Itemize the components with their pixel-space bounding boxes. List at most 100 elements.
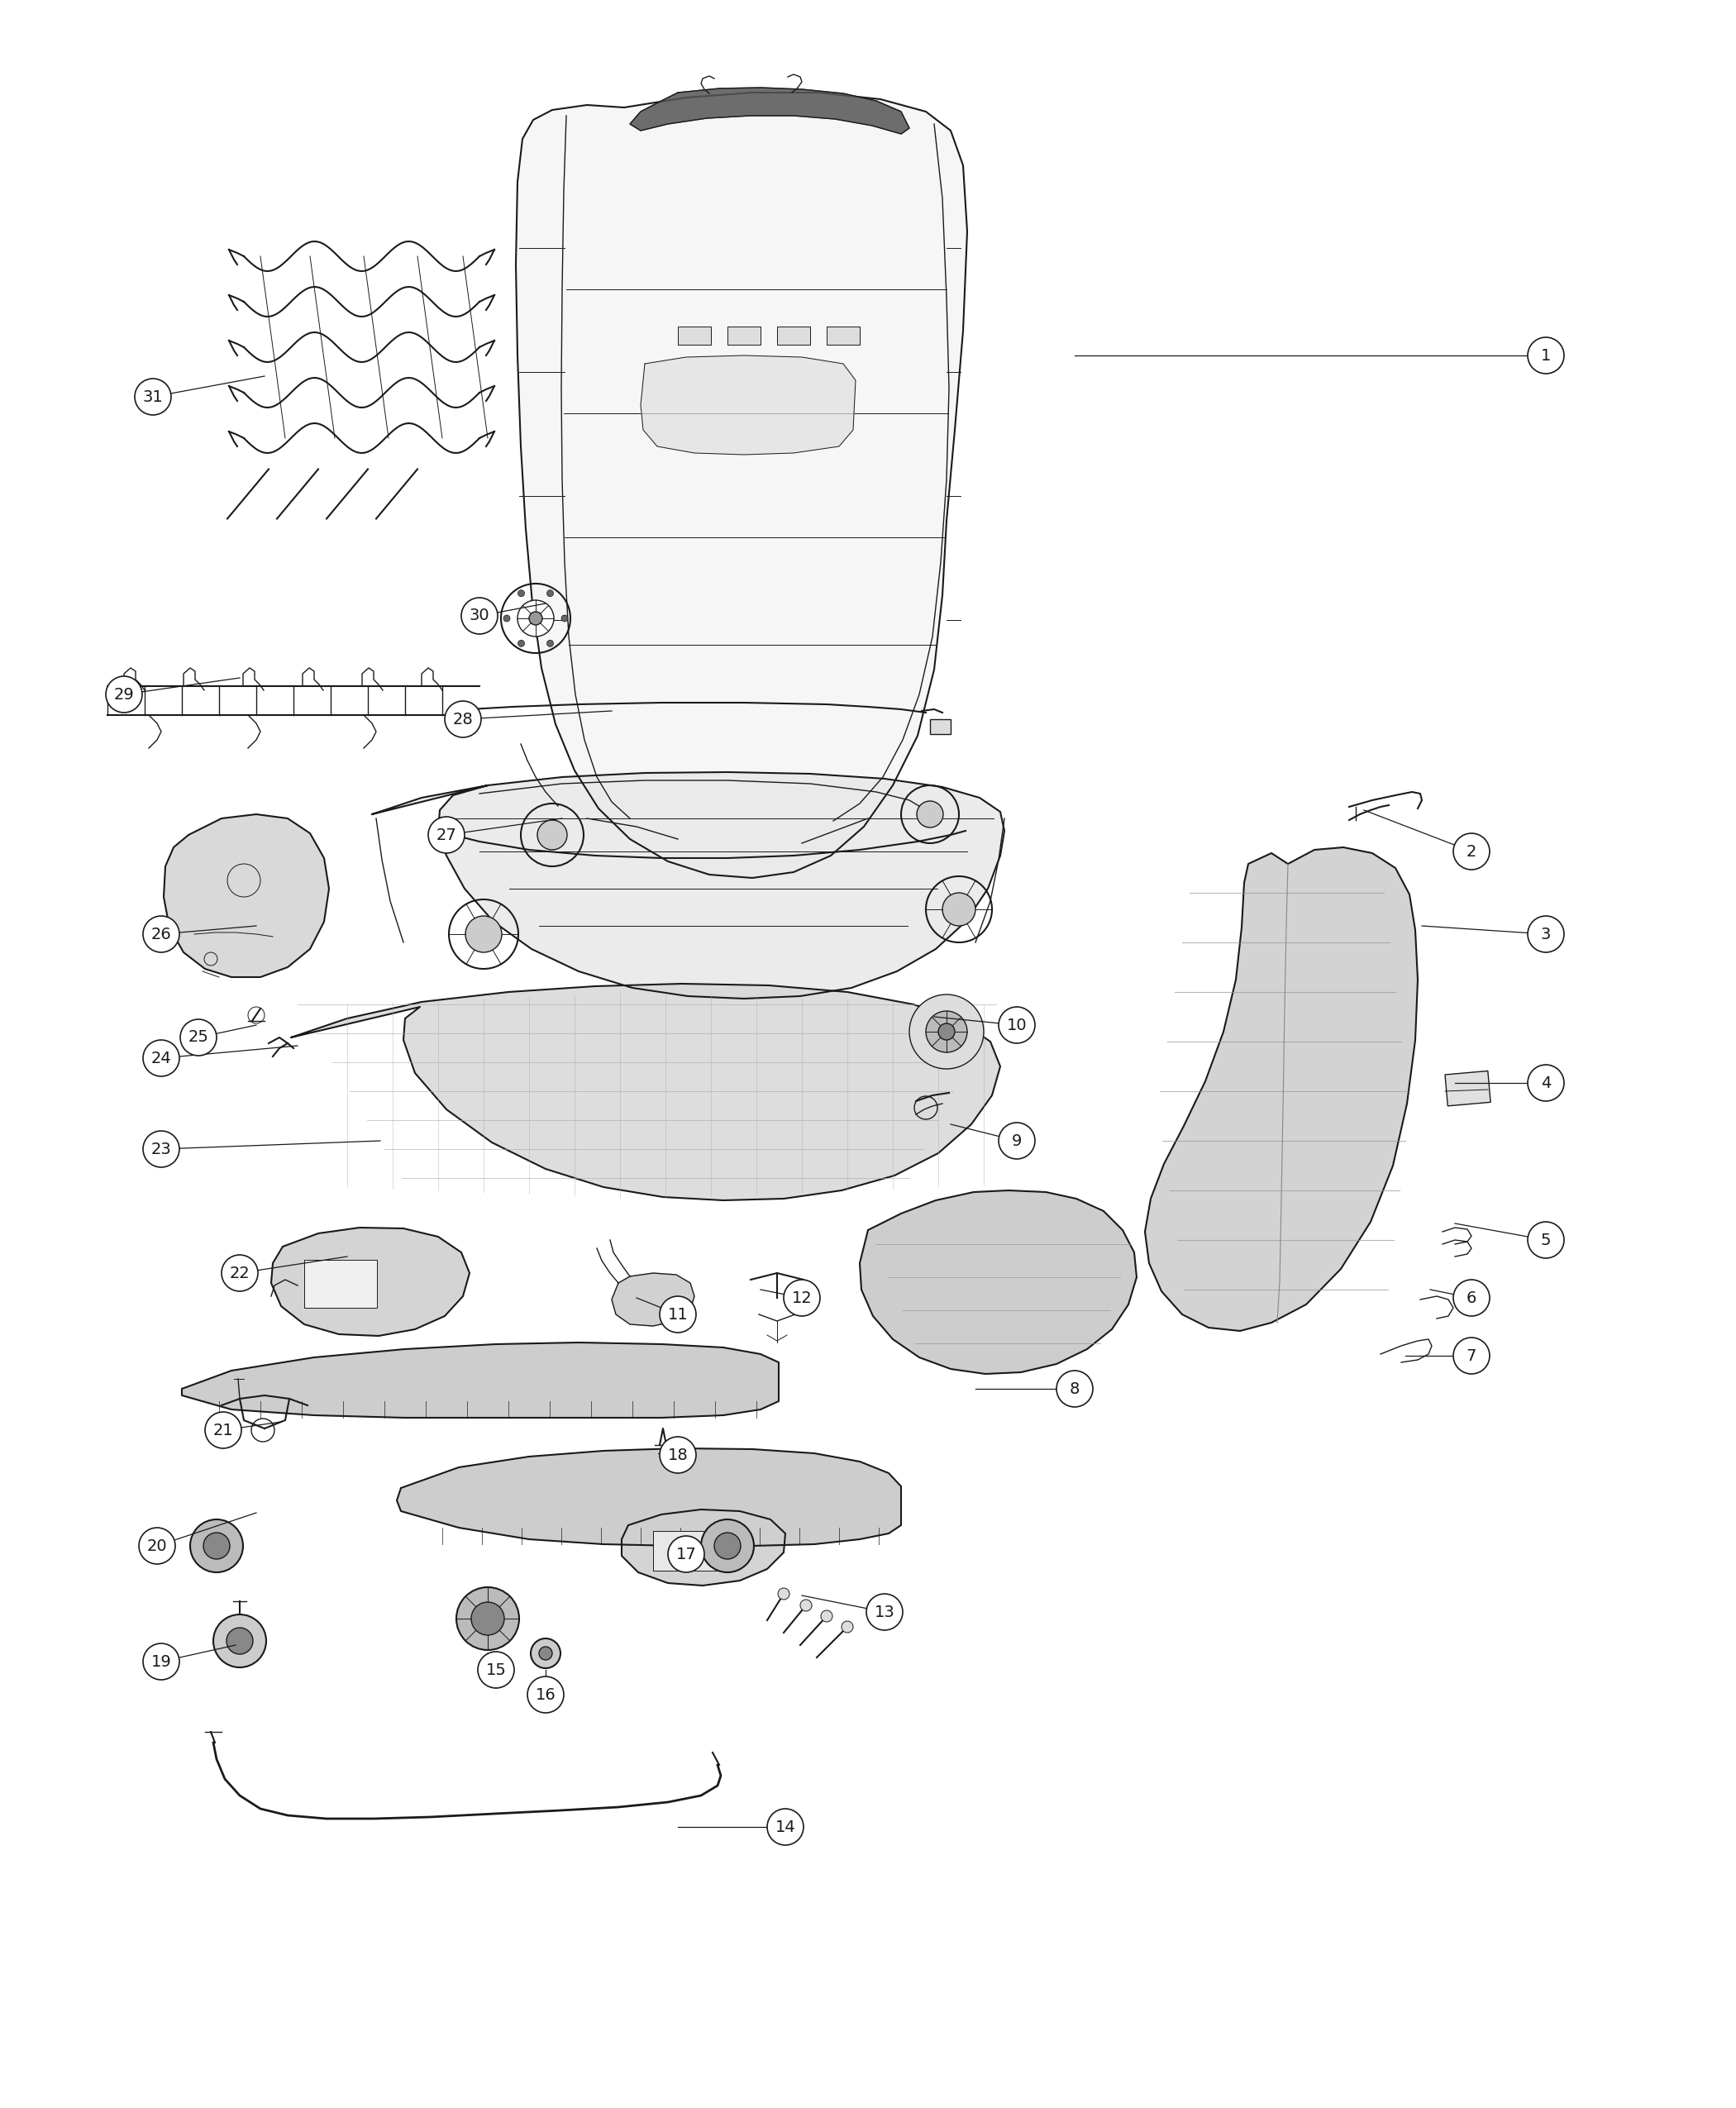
Circle shape — [943, 894, 976, 925]
Text: 15: 15 — [486, 1661, 507, 1678]
Circle shape — [1453, 1280, 1489, 1315]
Circle shape — [1528, 337, 1564, 373]
Circle shape — [538, 1646, 552, 1659]
Circle shape — [660, 1296, 696, 1332]
Polygon shape — [292, 984, 1000, 1199]
Circle shape — [429, 816, 465, 854]
Circle shape — [465, 917, 502, 953]
Bar — [1444, 1071, 1491, 1107]
Text: 8: 8 — [1069, 1381, 1080, 1398]
Circle shape — [528, 1676, 564, 1714]
Circle shape — [713, 1533, 741, 1560]
Polygon shape — [621, 1509, 785, 1585]
Text: 28: 28 — [453, 710, 474, 727]
Circle shape — [547, 641, 554, 647]
Text: 5: 5 — [1542, 1233, 1550, 1248]
Circle shape — [925, 1012, 967, 1052]
Circle shape — [1453, 1339, 1489, 1374]
Text: 7: 7 — [1467, 1347, 1477, 1364]
Circle shape — [767, 1809, 804, 1844]
Circle shape — [917, 801, 943, 828]
Circle shape — [142, 1130, 179, 1168]
Text: 31: 31 — [142, 390, 163, 405]
Circle shape — [910, 995, 984, 1069]
Text: 20: 20 — [148, 1539, 167, 1554]
Text: 12: 12 — [792, 1290, 812, 1305]
Circle shape — [444, 702, 481, 738]
Text: 25: 25 — [187, 1029, 208, 1046]
Text: 1: 1 — [1542, 348, 1550, 363]
Circle shape — [529, 611, 542, 624]
Text: 16: 16 — [535, 1686, 556, 1703]
Polygon shape — [163, 814, 330, 978]
Polygon shape — [398, 1448, 901, 1545]
Text: 26: 26 — [151, 925, 172, 942]
Circle shape — [660, 1438, 696, 1473]
Polygon shape — [271, 1227, 469, 1336]
Text: 14: 14 — [774, 1819, 795, 1834]
Circle shape — [457, 1587, 519, 1651]
Circle shape — [701, 1520, 753, 1573]
Text: 3: 3 — [1542, 925, 1550, 942]
Text: 6: 6 — [1467, 1290, 1477, 1305]
Circle shape — [547, 590, 554, 597]
Circle shape — [462, 599, 498, 635]
Text: 24: 24 — [151, 1050, 172, 1067]
Circle shape — [517, 641, 524, 647]
Text: 23: 23 — [151, 1140, 172, 1157]
Circle shape — [142, 1644, 179, 1680]
Bar — [304, 1261, 377, 1307]
Circle shape — [531, 1638, 561, 1667]
Bar — [677, 327, 712, 346]
Circle shape — [203, 1533, 229, 1560]
Bar — [778, 327, 811, 346]
Circle shape — [142, 917, 179, 953]
Polygon shape — [630, 89, 910, 135]
Text: 30: 30 — [469, 607, 490, 624]
Bar — [653, 1530, 731, 1570]
Circle shape — [517, 590, 524, 597]
Circle shape — [214, 1615, 266, 1667]
Polygon shape — [611, 1273, 694, 1326]
Bar — [727, 327, 760, 346]
Circle shape — [139, 1528, 175, 1564]
Circle shape — [538, 820, 568, 850]
Text: 2: 2 — [1467, 843, 1477, 860]
Text: 22: 22 — [229, 1265, 250, 1282]
Circle shape — [503, 616, 510, 622]
Circle shape — [998, 1008, 1035, 1043]
Text: 21: 21 — [214, 1423, 233, 1438]
Circle shape — [1528, 917, 1564, 953]
Circle shape — [937, 1022, 955, 1039]
Text: 11: 11 — [668, 1307, 687, 1322]
Text: 9: 9 — [1012, 1132, 1023, 1149]
Circle shape — [135, 379, 172, 415]
Bar — [826, 327, 859, 346]
Circle shape — [142, 1039, 179, 1077]
Circle shape — [226, 1627, 253, 1655]
Polygon shape — [372, 772, 1005, 999]
Polygon shape — [641, 356, 856, 455]
Polygon shape — [516, 93, 967, 877]
Circle shape — [191, 1520, 243, 1573]
Text: 18: 18 — [668, 1446, 687, 1463]
Text: 27: 27 — [436, 826, 457, 843]
Circle shape — [1528, 1065, 1564, 1100]
Text: 13: 13 — [875, 1604, 894, 1619]
Circle shape — [561, 616, 568, 622]
Text: 19: 19 — [151, 1655, 172, 1670]
Text: 4: 4 — [1542, 1075, 1550, 1090]
Circle shape — [222, 1254, 259, 1292]
Text: 29: 29 — [115, 687, 134, 702]
Text: 17: 17 — [675, 1547, 696, 1562]
Polygon shape — [182, 1343, 779, 1419]
Bar — [930, 719, 951, 734]
Text: 10: 10 — [1007, 1018, 1028, 1033]
Circle shape — [470, 1602, 503, 1636]
Polygon shape — [859, 1191, 1137, 1374]
Circle shape — [783, 1280, 819, 1315]
Circle shape — [842, 1621, 852, 1634]
Circle shape — [517, 601, 554, 637]
Circle shape — [800, 1600, 812, 1611]
Circle shape — [778, 1587, 790, 1600]
